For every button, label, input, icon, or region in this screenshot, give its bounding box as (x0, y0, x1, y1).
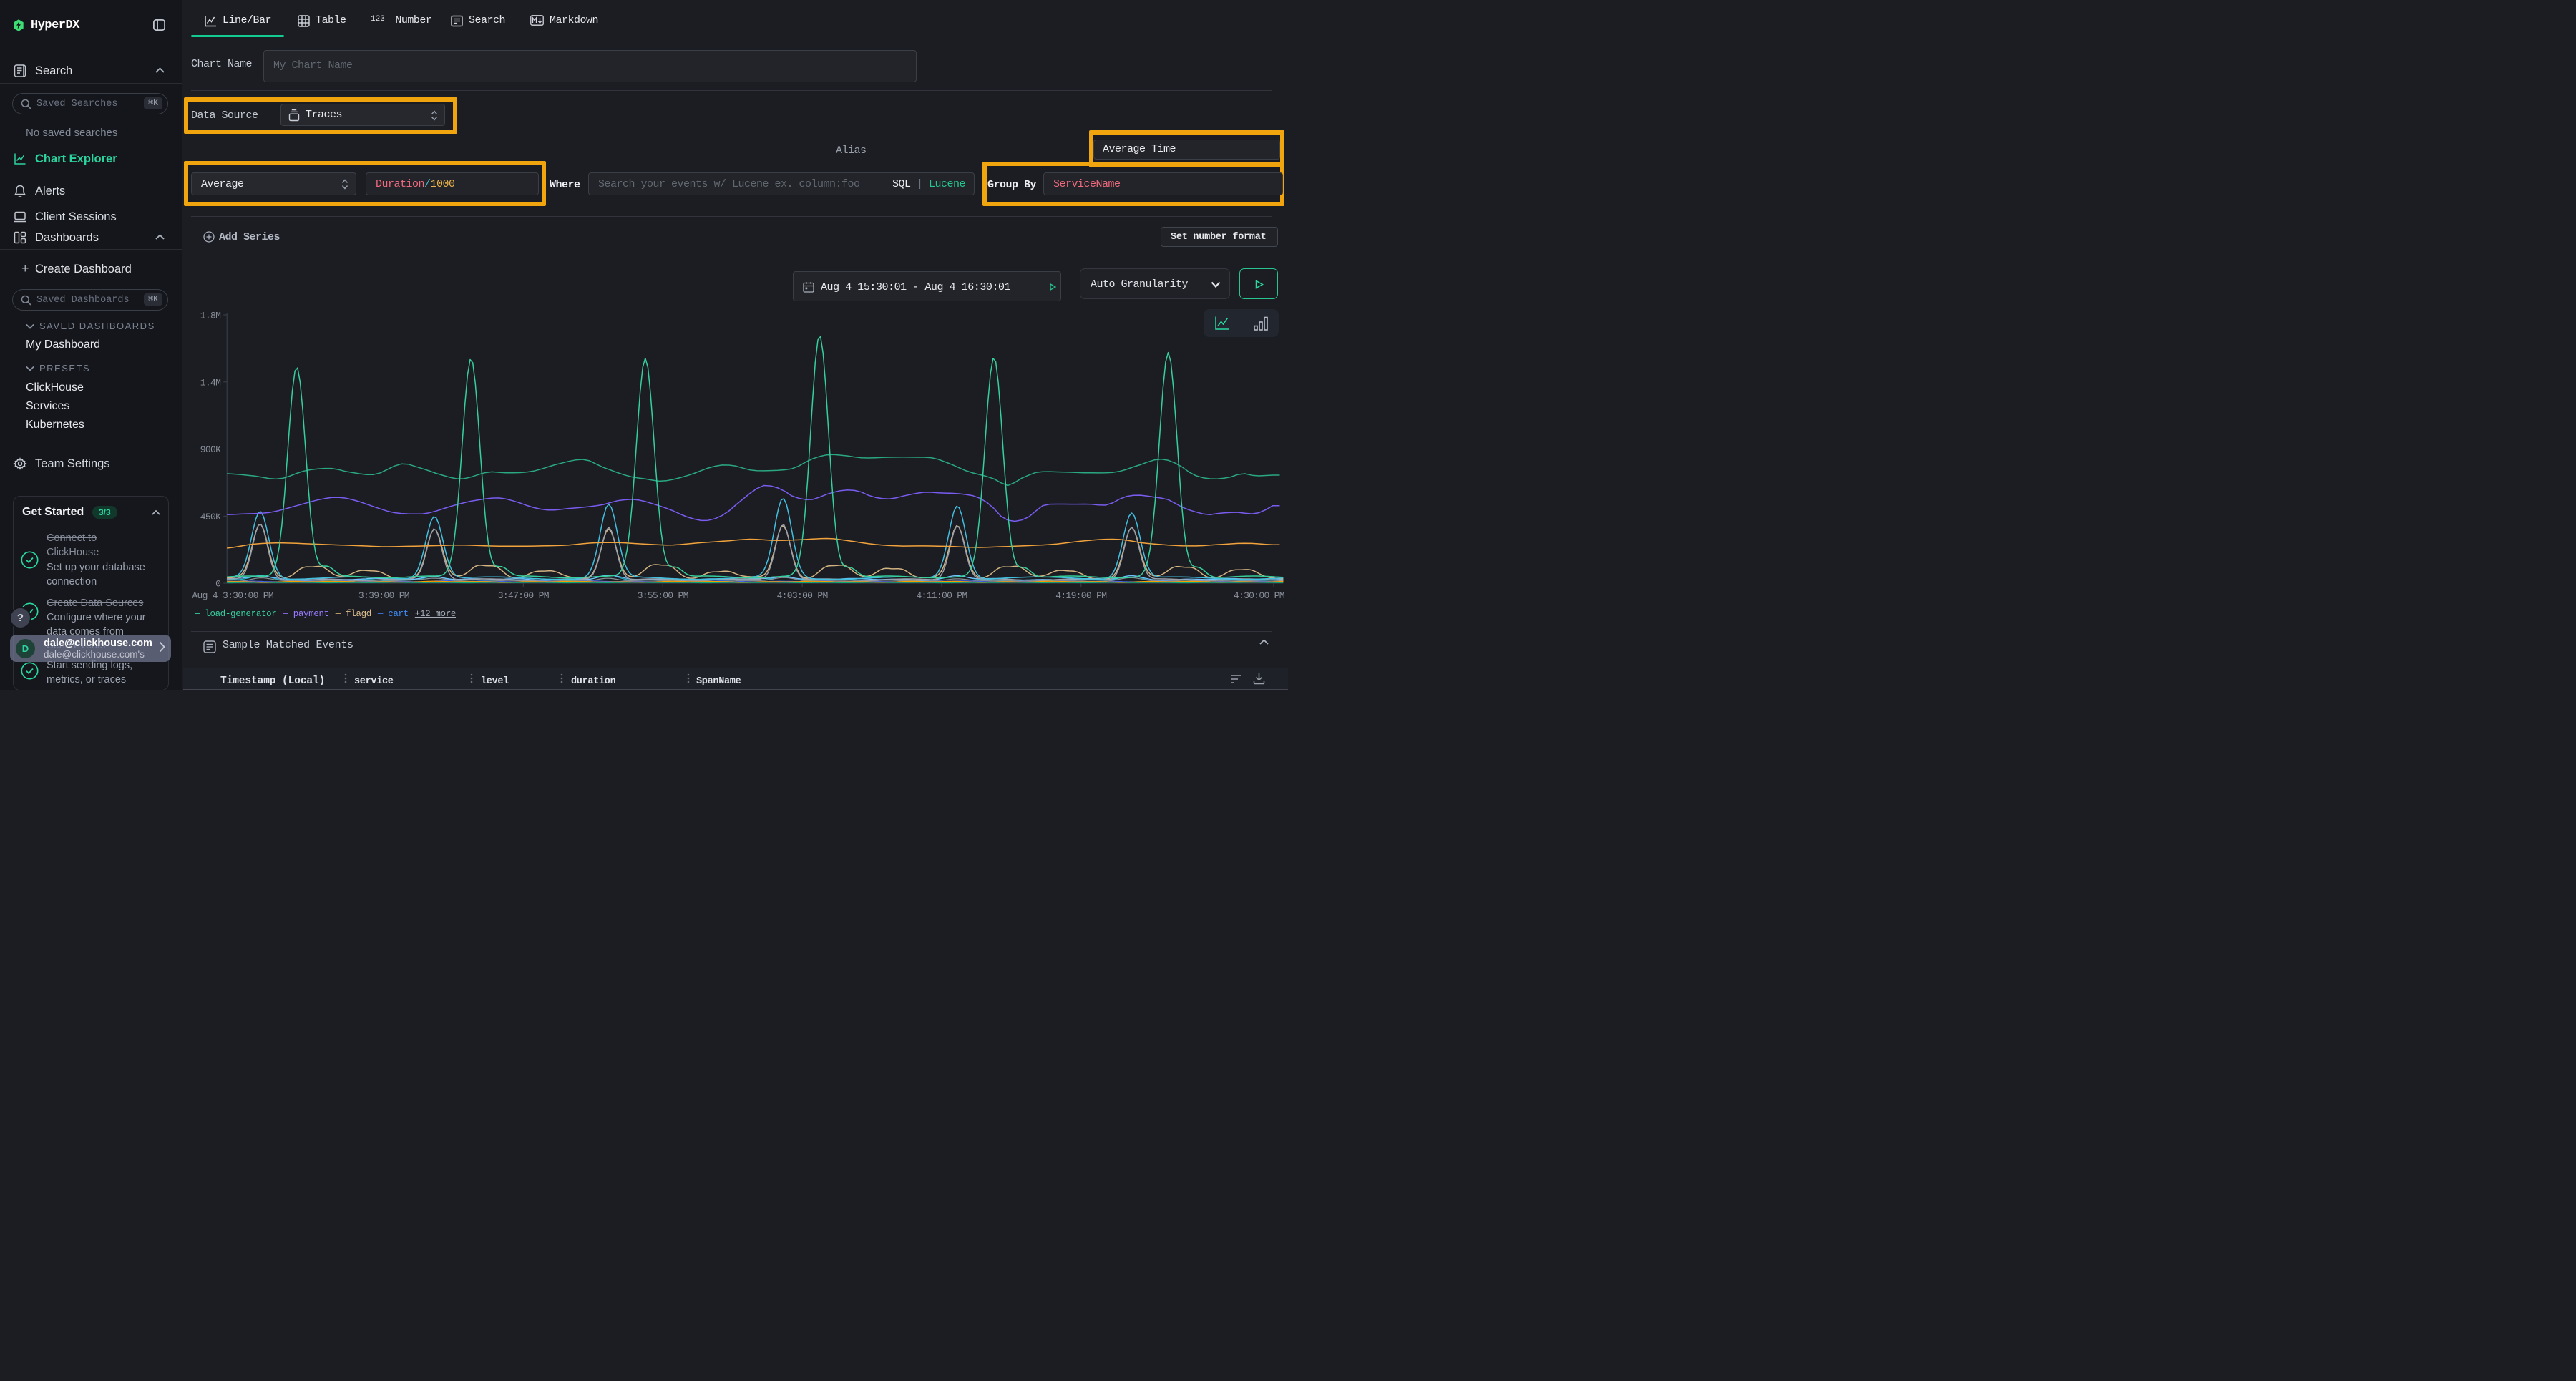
svg-text:0: 0 (215, 579, 220, 590)
svg-text:900K: 900K (200, 444, 221, 455)
svg-text:4:19:00 PM: 4:19:00 PM (1055, 590, 1106, 601)
svg-text:3:55:00 PM: 3:55:00 PM (638, 590, 688, 601)
svg-text:3:39:00 PM: 3:39:00 PM (358, 590, 409, 601)
svg-text:1.4M: 1.4M (200, 377, 220, 388)
svg-text:4:11:00 PM: 4:11:00 PM (916, 590, 967, 601)
svg-text:4:30:00 PM: 4:30:00 PM (1234, 590, 1284, 601)
svg-text:3:47:00 PM: 3:47:00 PM (498, 590, 549, 601)
svg-text:4:03:00 PM: 4:03:00 PM (777, 590, 828, 601)
svg-text:1.8M: 1.8M (200, 311, 220, 321)
svg-text:450K: 450K (200, 512, 221, 522)
svg-text:Aug 4 3:30:00 PM: Aug 4 3:30:00 PM (192, 590, 273, 601)
